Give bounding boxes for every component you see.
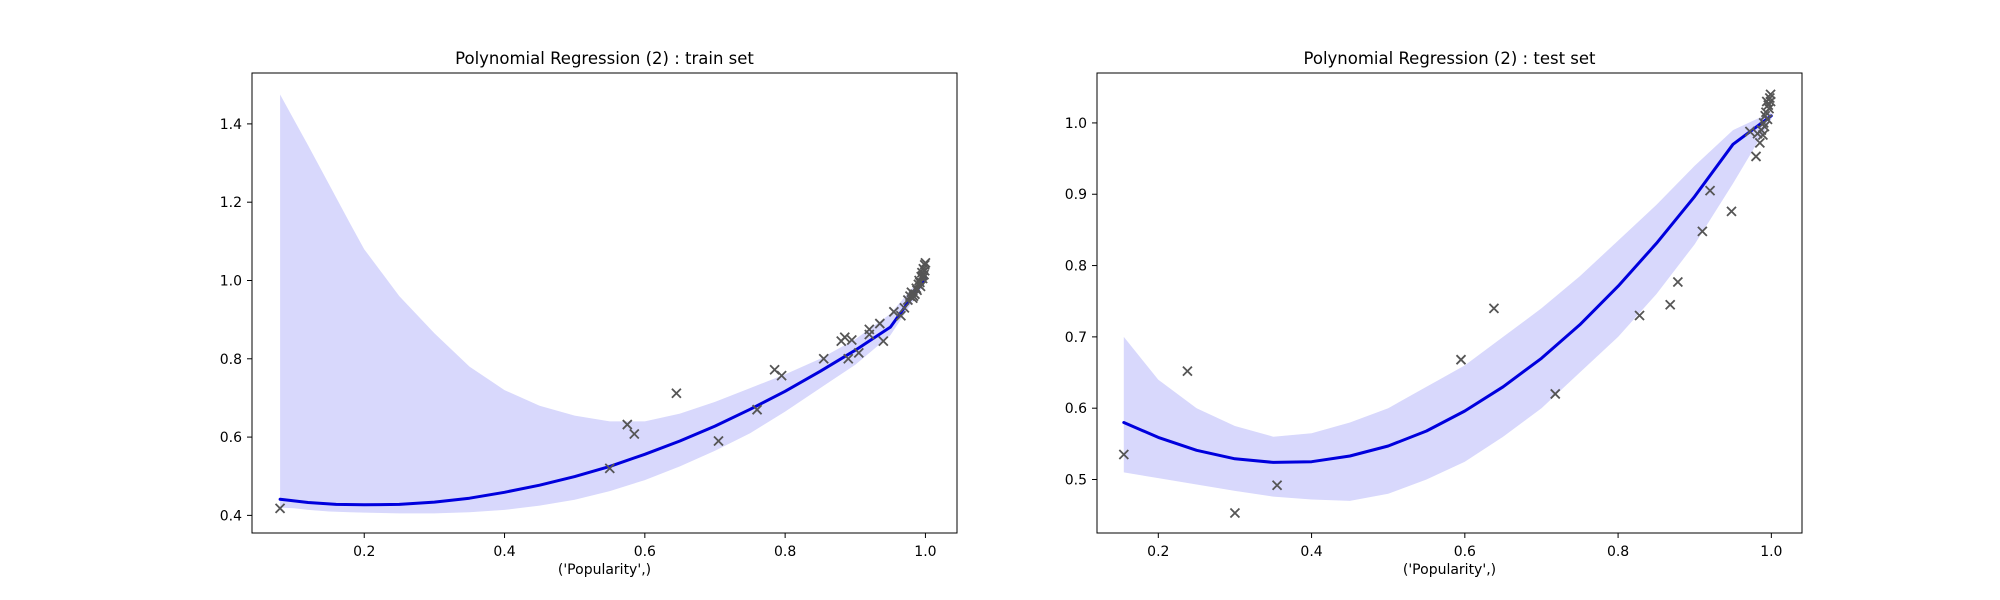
data-point xyxy=(1672,276,1683,288)
data-point xyxy=(274,503,286,514)
data-point xyxy=(1754,137,1765,149)
data-point xyxy=(1271,480,1283,491)
data-point xyxy=(1764,92,1775,104)
data-point xyxy=(908,291,919,302)
x-tick-label: 0.4 xyxy=(1300,544,1322,560)
data-point xyxy=(1488,303,1500,314)
x-tick-label: 1.0 xyxy=(914,544,936,560)
x-axis-label: ('Popularity',) xyxy=(558,562,651,578)
x-tick-label: 0.4 xyxy=(493,544,515,560)
y-tick-label: 0.7 xyxy=(1065,330,1087,346)
data-point xyxy=(874,318,885,329)
fit-curve xyxy=(278,277,927,507)
y-tick-label: 0.9 xyxy=(1065,187,1087,203)
data-point xyxy=(853,347,864,359)
data-point xyxy=(671,388,682,399)
data-point xyxy=(864,324,875,335)
data-point xyxy=(920,257,931,269)
data-point xyxy=(751,404,763,415)
x-tick-label: 0.6 xyxy=(634,544,656,560)
data-point xyxy=(843,353,854,364)
data-point xyxy=(1765,96,1776,107)
y-tick-label: 0.6 xyxy=(220,430,242,446)
data-point xyxy=(1665,299,1676,310)
y-tick-label: 1.4 xyxy=(220,117,242,133)
data-point xyxy=(1704,185,1716,196)
confidence-band xyxy=(280,94,926,514)
data-point xyxy=(622,419,633,430)
x-tick-label: 1.0 xyxy=(1760,544,1782,560)
y-tick-label: 0.8 xyxy=(1065,259,1087,275)
train-set-chart: 0.2 0.4 0.6 0.8 1.0 0.4 0.6 0.8 1.0 1.2 1.4 Polynom… xyxy=(220,49,958,578)
data-point xyxy=(915,281,926,292)
data-point xyxy=(1697,226,1708,237)
data-point xyxy=(713,435,724,447)
data-point xyxy=(914,277,925,288)
test-set-chart: 0.2 0.4 0.6 0.8 1.0 0.5 0.6 0.7 0.8 0.9 1.0 Polynom… xyxy=(1065,49,1803,578)
x-axis-label: ('Popularity',) xyxy=(1403,562,1496,578)
y-tick-label: 1.0 xyxy=(220,273,242,289)
x-tick-label: 0.2 xyxy=(1147,544,1169,560)
data-point xyxy=(1759,121,1770,132)
data-point xyxy=(899,302,910,314)
data-point xyxy=(1182,365,1193,377)
data-point xyxy=(888,306,900,317)
data-point xyxy=(1634,310,1645,321)
x-tick-label: 0.8 xyxy=(1607,544,1629,560)
data-point xyxy=(1750,151,1762,162)
data-point xyxy=(1118,449,1129,460)
x-tick-label: 0.6 xyxy=(1454,544,1476,560)
data-point xyxy=(1229,507,1241,519)
data-point xyxy=(1455,354,1467,365)
confidence-band xyxy=(1123,112,1772,501)
data-point xyxy=(818,353,829,364)
data-point xyxy=(1726,206,1737,217)
data-point xyxy=(604,463,615,474)
axes-frame xyxy=(1096,72,1803,534)
y-tick-label: 1.2 xyxy=(220,195,242,211)
data-point xyxy=(878,336,889,347)
data-point xyxy=(1762,114,1773,125)
y-tick-label: 0.6 xyxy=(1065,401,1087,417)
y-tick-label: 0.8 xyxy=(220,352,242,368)
chart-title: Polynomial Regression (2) : test set xyxy=(1303,49,1596,68)
data-point xyxy=(839,332,850,343)
y-tick-label: 1.0 xyxy=(1065,116,1087,132)
data-point xyxy=(917,270,928,281)
data-point xyxy=(1757,129,1769,141)
data-point xyxy=(1744,126,1756,137)
y-tick-label: 0.5 xyxy=(1065,473,1087,489)
axes-frame xyxy=(251,72,958,534)
y-tick-label: 0.4 xyxy=(220,508,242,524)
data-point xyxy=(895,310,907,321)
chart-title: Polynomial Regression (2) : train set xyxy=(455,49,754,68)
data-point xyxy=(1550,388,1561,400)
x-tick-label: 0.8 xyxy=(774,544,796,560)
x-tick-label: 0.2 xyxy=(353,544,375,560)
fit-curve xyxy=(1122,114,1773,464)
data-point xyxy=(776,370,787,381)
data-point xyxy=(846,334,857,346)
data-point xyxy=(629,428,640,440)
